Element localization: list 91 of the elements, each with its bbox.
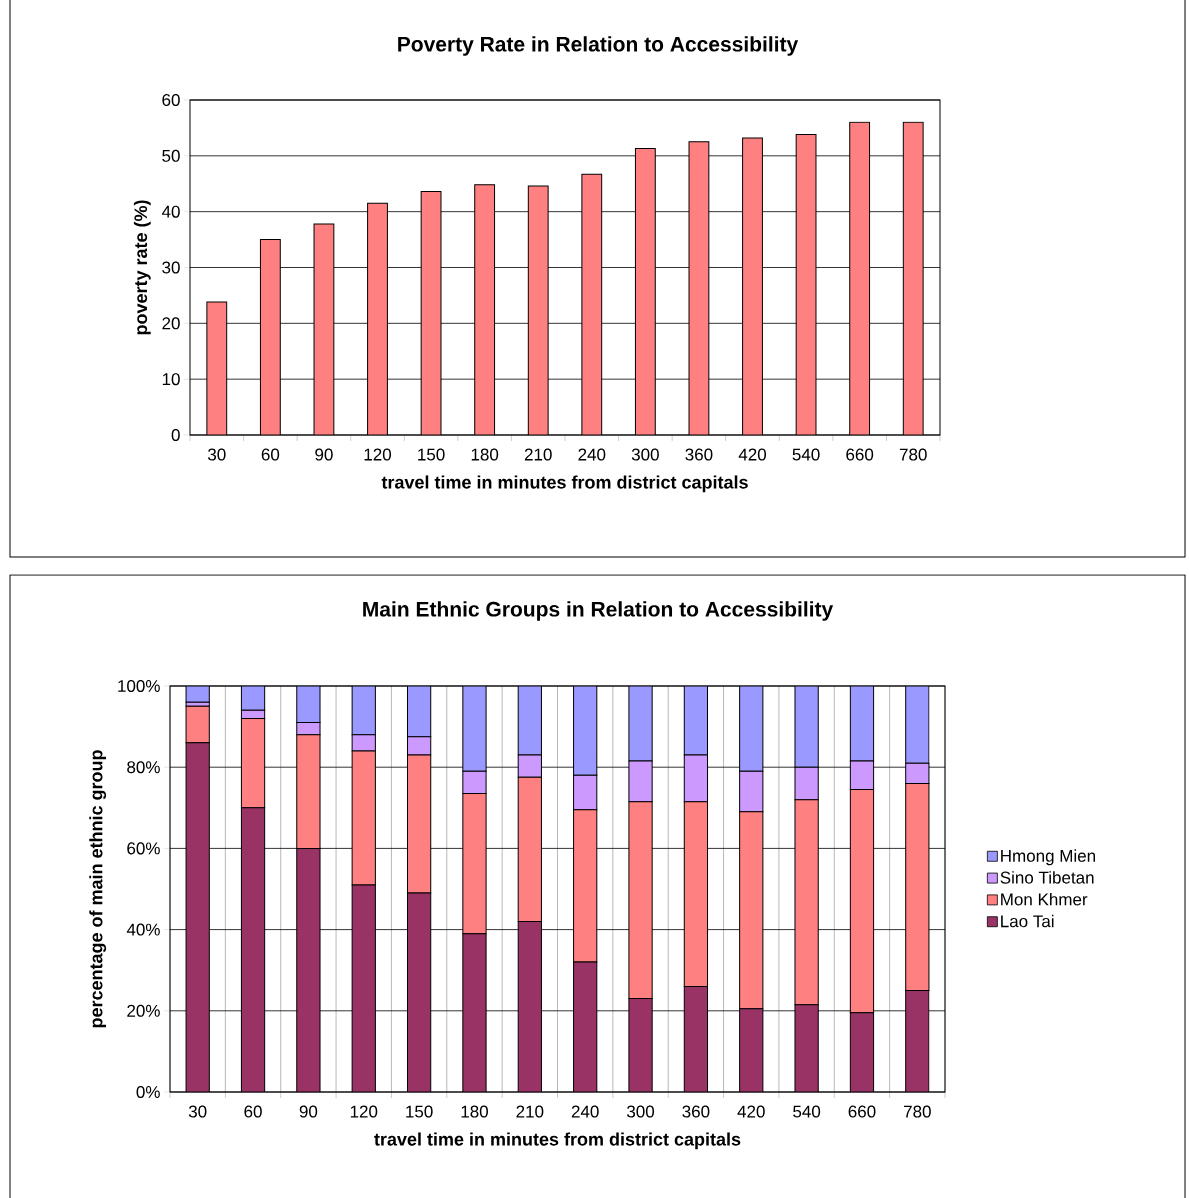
x-tick-label: 180 <box>471 448 499 461</box>
bar <box>206 301 228 435</box>
bar <box>683 985 709 1092</box>
bar <box>902 121 924 435</box>
bar <box>739 685 764 772</box>
x-tick-label: 360 <box>682 1105 710 1118</box>
bar <box>905 685 930 764</box>
y-axis-title: percentage of main ethnic group <box>89 750 107 1028</box>
x-tick-label: 30 <box>188 1105 207 1118</box>
bar <box>628 998 653 1092</box>
bar <box>313 223 335 435</box>
x-tick-label: 180 <box>461 1105 488 1118</box>
x-axis-title: travel time in minutes from district capitals <box>374 1132 741 1150</box>
bar <box>351 884 376 1092</box>
bar <box>527 185 549 435</box>
x-tick-label: 360 <box>685 448 713 461</box>
y-tick-label: 100% <box>118 679 160 693</box>
x-tick-label: 660 <box>846 448 874 461</box>
x-tick-label: 60 <box>244 1105 262 1118</box>
x-tick-label: 120 <box>350 1105 378 1118</box>
legend-label: Lao Tai <box>1001 914 1054 928</box>
x-tick-label: 540 <box>792 448 820 461</box>
bar <box>462 933 487 1092</box>
bar <box>795 134 817 435</box>
bar <box>683 685 709 756</box>
bar <box>634 148 656 435</box>
x-tick-label: 780 <box>904 1105 931 1118</box>
bar <box>420 191 442 435</box>
x-tick-label: 210 <box>516 1105 544 1118</box>
bar <box>185 742 210 1092</box>
y-tick-label: 0% <box>136 1085 160 1099</box>
y-tick-label: 60% <box>127 842 160 855</box>
x-tick-label: 210 <box>524 448 552 461</box>
x-tick-label: 420 <box>737 1105 765 1118</box>
x-tick-label: 780 <box>899 448 927 461</box>
x-axis-title: travel time in minutes from district capitals <box>381 475 748 493</box>
bar <box>794 1004 819 1092</box>
bar <box>688 141 710 435</box>
y-tick-label: 80% <box>127 761 160 774</box>
x-tick-label: 660 <box>848 1105 876 1118</box>
x-tick-label: 120 <box>364 448 392 461</box>
y-tick-label: 20 <box>162 317 180 330</box>
bar <box>628 685 653 762</box>
y-tick-label: 40 <box>161 205 180 218</box>
legend-label: Hmong Mien <box>1001 849 1095 866</box>
bar <box>905 989 930 1092</box>
x-tick-label: 90 <box>315 448 333 461</box>
bar <box>517 685 542 756</box>
bar <box>474 184 496 435</box>
bar <box>742 137 763 435</box>
x-tick-label: 150 <box>418 448 445 461</box>
bar <box>406 685 432 738</box>
bar <box>296 685 321 724</box>
legend-label: Sino Tibetan <box>1000 871 1094 884</box>
y-tick-label: 30 <box>162 261 180 274</box>
chart-title: Main Ethnic Groups in Relation to Accessibility <box>363 601 834 621</box>
bar <box>406 892 432 1092</box>
bar <box>581 173 603 435</box>
bar <box>351 685 376 736</box>
bar <box>739 1008 764 1092</box>
bar <box>573 961 598 1092</box>
x-tick-label: 300 <box>627 1105 655 1118</box>
x-tick-label: 300 <box>631 448 659 461</box>
y-tick-label: 0 <box>171 428 180 442</box>
x-tick-label: 240 <box>578 448 606 461</box>
bar <box>259 239 281 435</box>
chart-title: Poverty Rate in Relation to Accessibility <box>398 36 799 56</box>
bar <box>296 847 321 1092</box>
bar <box>849 121 871 435</box>
bar <box>367 202 388 435</box>
bar <box>240 807 266 1092</box>
bar <box>794 685 819 768</box>
bar <box>849 1012 875 1092</box>
bar <box>849 685 875 762</box>
legend-label: Mon Khmer <box>1001 893 1088 906</box>
y-tick-label: 10 <box>162 373 180 386</box>
y-tick-label: 40% <box>126 923 160 936</box>
x-tick-label: 540 <box>793 1105 821 1118</box>
y-axis-title: poverty rate (%) <box>133 200 151 335</box>
y-tick-label: 50 <box>162 149 180 162</box>
y-tick-label: 60 <box>162 93 180 107</box>
bar <box>517 920 542 1092</box>
x-tick-label: 60 <box>261 448 280 461</box>
x-tick-label: 90 <box>299 1105 318 1118</box>
bar <box>573 685 598 776</box>
x-tick-label: 240 <box>571 1105 599 1118</box>
x-tick-label: 30 <box>207 448 226 461</box>
bar <box>462 685 487 772</box>
x-tick-label: 420 <box>738 448 767 461</box>
x-tick-label: 150 <box>406 1105 433 1118</box>
y-tick-label: 20% <box>127 1004 160 1017</box>
